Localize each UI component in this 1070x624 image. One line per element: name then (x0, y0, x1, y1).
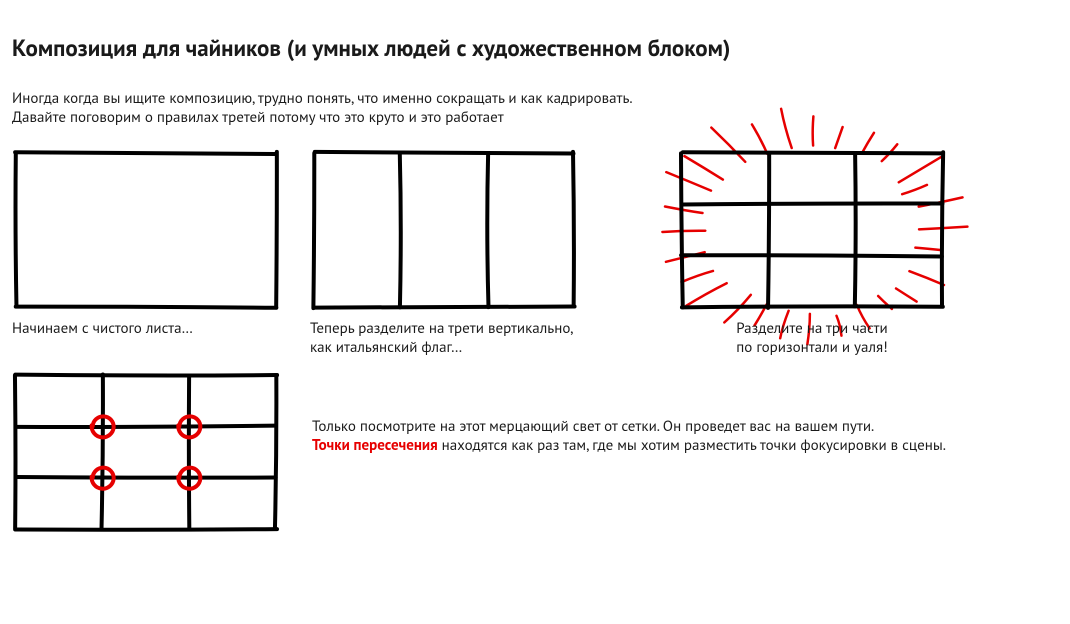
explanation-text: Только посмотрите на этот мерцающий свет… (312, 371, 946, 455)
panel-vertical-thirds: Теперь разделите на трети вертикально, к… (310, 149, 578, 357)
explanation-line-2: Точки пересечения находятся как раз там,… (312, 436, 946, 455)
panel-blank: Начинаем с чистого листа… (12, 149, 280, 338)
explanation-line-1: Только посмотрите на этот мерцающий свет… (312, 417, 946, 436)
page-title: Композиция для чайников (и умных людей с… (12, 34, 1058, 63)
panel-intersections (12, 371, 280, 533)
diagram-vertical-thirds (310, 149, 578, 311)
caption-grid-rays: Разделите на три части по горизонтали и … (678, 319, 946, 357)
panel-row-1: Начинаем с чистого листа… Теперь раздели… (12, 149, 1058, 357)
diagram-intersections (12, 371, 280, 533)
panel-row-2: Только посмотрите на этот мерцающий свет… (12, 371, 1058, 533)
panel-grid-rays: Разделите на три части по горизонтали и … (678, 149, 946, 357)
explanation-line-2-rest: находятся как раз там, где мы хотим разм… (438, 436, 946, 455)
intersection-emphasis: Точки пересечения (312, 436, 438, 455)
caption-grid-rays-l2: по горизонтали и уаля! (736, 338, 888, 357)
caption-grid-rays-l1: Разделите на три части (736, 319, 887, 338)
diagram-blank-rect (12, 149, 280, 311)
caption-blank: Начинаем с чистого листа… (12, 319, 280, 338)
caption-vertical-thirds: Теперь разделите на трети вертикально, к… (310, 319, 578, 357)
